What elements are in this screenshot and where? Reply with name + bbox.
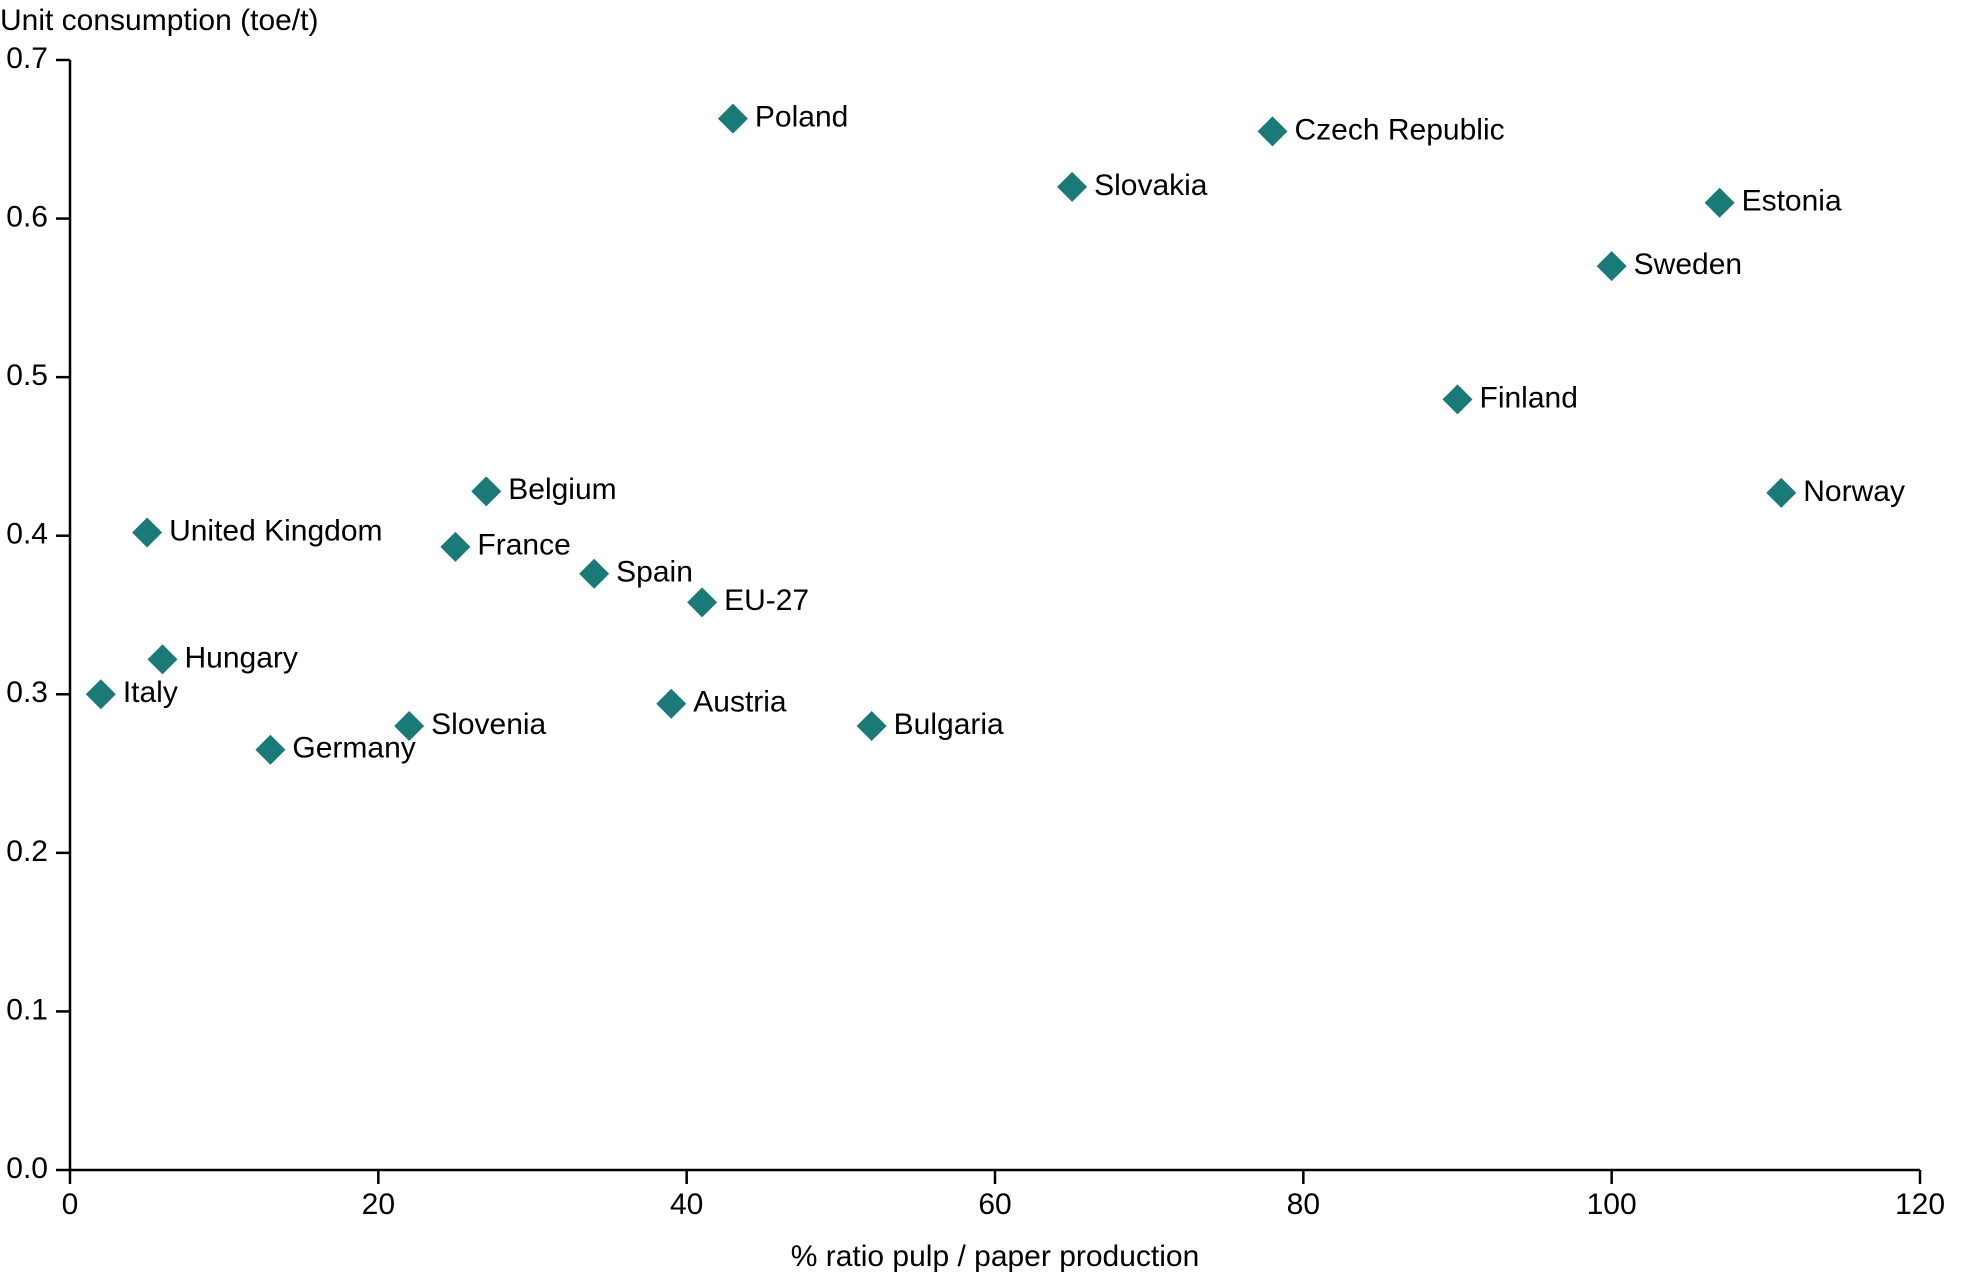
data-point-label: Austria xyxy=(693,686,787,719)
data-point-label: EU-27 xyxy=(724,584,809,617)
data-point xyxy=(471,476,501,506)
data-point-label: Germany xyxy=(292,732,415,765)
y-tick-label: 0.2 xyxy=(6,835,48,868)
data-point-label: France xyxy=(477,529,570,562)
data-point xyxy=(132,518,162,548)
x-axis-title: % ratio pulp / paper production xyxy=(791,1240,1200,1273)
data-point xyxy=(857,711,887,741)
y-tick-label: 0.1 xyxy=(6,993,48,1026)
x-tick-label: 0 xyxy=(62,1188,79,1221)
data-point-label: Czech Republic xyxy=(1295,113,1505,146)
data-point xyxy=(1597,251,1627,281)
data-point xyxy=(1057,172,1087,202)
data-point xyxy=(148,644,178,674)
y-tick-label: 0.4 xyxy=(6,518,48,551)
data-point-label: Finland xyxy=(1480,381,1578,414)
data-point xyxy=(1258,116,1288,146)
data-point xyxy=(1705,188,1735,218)
data-point xyxy=(687,587,717,617)
x-tick-label: 100 xyxy=(1587,1188,1637,1221)
data-point-label: Bulgaria xyxy=(894,708,1004,741)
data-point-label: United Kingdom xyxy=(169,514,382,547)
data-point-label: Slovenia xyxy=(431,708,546,741)
scatter-chart: Unit consumption (toe/t) 0.0 0.1 0.2 0.3 0.4 0… xyxy=(0,0,1973,1283)
data-point-label: Estonia xyxy=(1742,185,1842,218)
data-point-label: Belgium xyxy=(508,473,616,506)
data-point xyxy=(1443,384,1473,414)
data-point xyxy=(255,735,285,765)
data-point xyxy=(86,679,116,709)
axis-lines xyxy=(70,60,1920,1170)
data-point xyxy=(579,559,609,589)
y-tick-label: 0.5 xyxy=(6,359,48,392)
y-tick-label: 0.3 xyxy=(6,676,48,709)
x-tick-label: 80 xyxy=(1287,1188,1320,1221)
data-point xyxy=(1766,478,1796,508)
y-tick-label: 0.0 xyxy=(6,1152,48,1185)
y-axis-title: Unit consumption (toe/t) xyxy=(0,4,318,37)
chart-svg: Unit consumption (toe/t) 0.0 0.1 0.2 0.3 0.4 0… xyxy=(0,0,1973,1283)
x-tick-label: 20 xyxy=(362,1188,395,1221)
data-point xyxy=(718,104,748,134)
data-point-label: Norway xyxy=(1803,475,1905,508)
data-point-label: Spain xyxy=(616,556,693,589)
y-tick-label: 0.7 xyxy=(6,42,48,75)
data-point xyxy=(656,689,686,719)
data-point-label: Slovakia xyxy=(1094,169,1208,202)
y-tick-label: 0.6 xyxy=(6,200,48,233)
data-point-label: Italy xyxy=(123,676,178,709)
x-tick-label: 40 xyxy=(670,1188,703,1221)
data-point-label: Hungary xyxy=(185,641,298,674)
data-point xyxy=(440,532,470,562)
x-tick-label: 120 xyxy=(1895,1188,1945,1221)
data-point-label: Sweden xyxy=(1634,248,1742,281)
x-tick-label: 60 xyxy=(978,1188,1011,1221)
data-point-label: Poland xyxy=(755,101,848,134)
